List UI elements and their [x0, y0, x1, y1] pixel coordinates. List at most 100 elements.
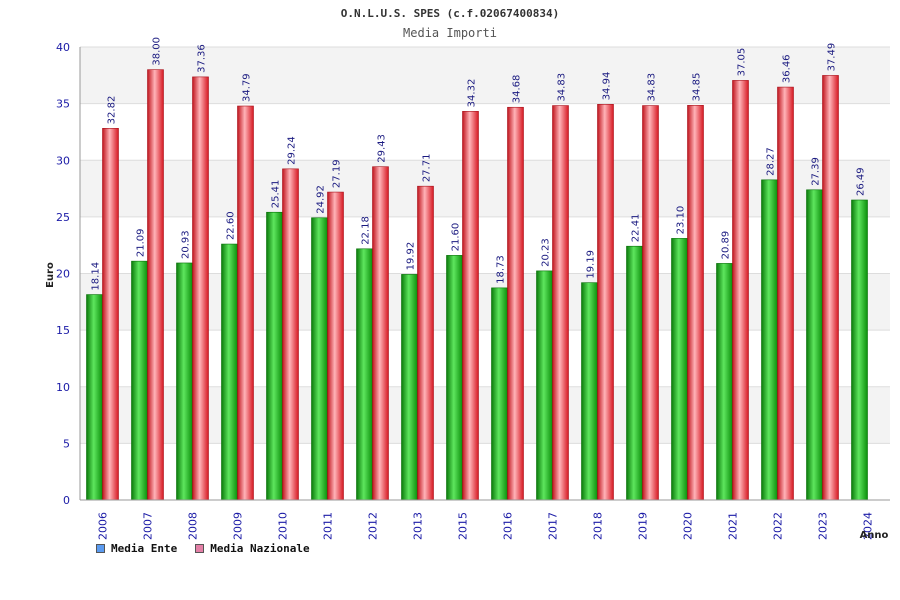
data-label: 21.60 [451, 223, 462, 252]
bar-media-ente [806, 189, 823, 501]
x-tick-label: 2011 [322, 512, 335, 540]
data-label: 21.09 [136, 229, 147, 258]
y-tick-label: 25 [56, 211, 70, 224]
bar-media-nazionale [462, 111, 479, 501]
bar-media-ente [221, 243, 238, 501]
grid-band [80, 443, 890, 500]
bar-media-nazionale [372, 166, 389, 501]
legend-swatch-nazionale [195, 544, 205, 553]
data-label: 34.68 [512, 75, 523, 104]
x-tick-label: 2020 [682, 512, 695, 540]
data-label: 27.19 [332, 159, 343, 188]
bar-media-ente [626, 245, 643, 501]
axes: 0 5 10 15 20 25 30 35 40 2006 2007 2008 2009 2010 2011… [56, 41, 890, 540]
data-label: 36.46 [782, 54, 793, 83]
data-label: 22.41 [631, 214, 642, 243]
bar-media-nazionale [237, 105, 254, 501]
x-tick-label: 2015 [457, 512, 470, 540]
grid-band [80, 47, 890, 104]
bar-media-ente [716, 263, 733, 501]
data-label: 20.23 [541, 238, 552, 267]
data-label: 28.27 [766, 147, 777, 176]
grid-band [80, 160, 890, 217]
data-label: 34.94 [602, 72, 613, 101]
data-label: 19.19 [586, 250, 597, 279]
grid-band [80, 273, 890, 331]
bar-media-ente [401, 274, 418, 501]
bar-media-ente [671, 238, 688, 501]
data-label: 23.10 [676, 206, 687, 235]
data-label: 22.60 [226, 211, 237, 240]
x-tick-label: 2023 [817, 512, 830, 540]
y-tick-label: 30 [56, 154, 70, 167]
x-tick-label: 2012 [367, 512, 380, 540]
bar-media-nazionale [687, 105, 704, 501]
grid-band [80, 216, 890, 274]
data-label: 20.93 [181, 230, 192, 259]
grid-band [80, 330, 890, 387]
x-tick-label: 2022 [772, 512, 785, 540]
data-label: 37.36 [197, 44, 208, 73]
data-label: 34.85 [692, 73, 703, 102]
bar-media-nazionale [147, 69, 164, 501]
data-label: 27.39 [811, 157, 822, 186]
data-label: 19.92 [406, 242, 417, 271]
y-tick-label: 20 [56, 268, 70, 281]
bar-media-ente [536, 270, 553, 501]
bar-media-nazionale [597, 104, 614, 501]
bar-media-ente [356, 248, 373, 501]
bar-media-nazionale [507, 106, 524, 501]
data-label: 38.00 [152, 37, 163, 66]
chart-title: O.N.L.U.S. SPES (c.f.02067400834) [341, 7, 560, 20]
data-label: 26.49 [856, 167, 867, 196]
x-tick-label: 2009 [232, 512, 245, 540]
bar-media-nazionale [102, 128, 119, 501]
y-tick-label: 5 [63, 437, 70, 450]
x-tick-label: 2007 [142, 512, 155, 540]
bar-media-nazionale [282, 168, 299, 501]
data-label: 22.18 [361, 216, 372, 245]
legend-item-ente: Media Ente [96, 542, 177, 555]
chart-subtitle: Media Importi [403, 26, 497, 40]
y-tick-label: 40 [56, 41, 70, 54]
bar-media-ente [311, 217, 328, 501]
bar-media-ente [131, 260, 148, 501]
bar-media-nazionale [417, 185, 434, 501]
legend-label-nazionale: Media Nazionale [210, 542, 310, 555]
bar-media-nazionale [732, 80, 749, 501]
x-tick-label: 2013 [412, 512, 425, 540]
legend: Media Ente Media Nazionale [96, 542, 310, 555]
bar-media-ente [176, 262, 193, 501]
data-label: 32.82 [107, 96, 118, 125]
data-label: 34.79 [242, 73, 253, 102]
data-label: 24.92 [316, 185, 327, 214]
data-label: 37.05 [737, 48, 748, 77]
data-label: 37.49 [827, 43, 838, 72]
data-label: 25.41 [271, 180, 282, 209]
data-label: 29.24 [287, 136, 298, 165]
bar-media-nazionale [642, 105, 659, 501]
bar-media-ente [761, 179, 778, 501]
x-axis-title: Anno [860, 530, 889, 541]
bar-media-nazionale [777, 86, 794, 501]
bar-media-ente [851, 199, 868, 501]
y-tick-label: 35 [56, 98, 70, 111]
data-label: 18.73 [496, 255, 507, 284]
x-tick-label: 2021 [727, 512, 740, 540]
bar-media-nazionale [552, 105, 569, 501]
y-axis-title: Euro [45, 262, 56, 288]
legend-swatch-ente [96, 544, 105, 553]
data-labels: 18.14 32.82 21.09 38.00 20.93 37.36 22.60 34.79… [91, 37, 867, 291]
y-tick-label: 15 [56, 324, 70, 337]
data-label: 20.89 [721, 231, 732, 260]
data-label: 34.32 [467, 79, 478, 108]
x-tick-label: 2017 [547, 512, 560, 540]
data-label: 34.83 [557, 73, 568, 102]
x-tick-label: 2018 [592, 512, 605, 540]
bar-media-ente [266, 211, 283, 501]
data-label: 29.43 [377, 134, 388, 163]
y-tick-label: 0 [63, 494, 70, 507]
grid-band [80, 386, 890, 444]
bar-media-ente [491, 287, 508, 501]
